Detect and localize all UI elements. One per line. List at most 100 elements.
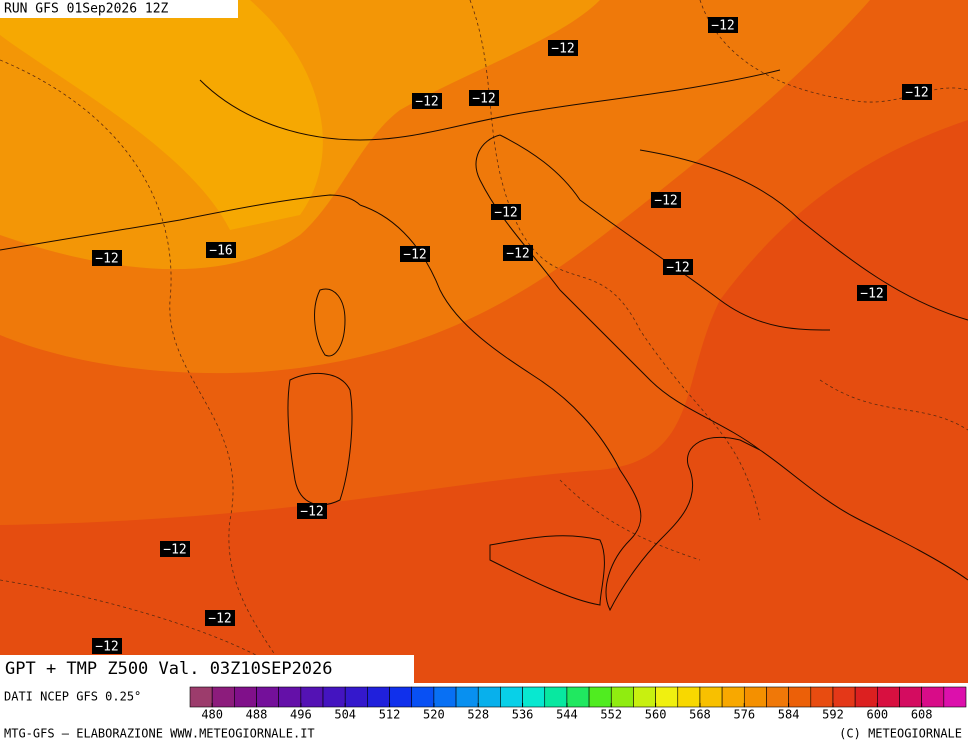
contour-label: −12 — [469, 90, 499, 107]
colorbar-tick-label: 560 — [645, 708, 667, 722]
colorbar-swatch — [854, 686, 878, 708]
label-text: −12 — [403, 248, 426, 263]
contour-label: −12 — [651, 192, 681, 209]
colorbar-swatch — [655, 686, 679, 708]
colorbar-swatch — [234, 686, 257, 708]
run-text: RUN GFS 01Sep2026 12Z — [4, 2, 169, 17]
colorbar-tick-label: 584 — [778, 708, 800, 722]
footer-left: MTG-GFS — ELABORAZIONE WWW.METEOGIORNALE… — [4, 727, 315, 741]
label-text: −12 — [666, 261, 689, 276]
contour-label: −12 — [663, 259, 693, 276]
colorbar-tick-label: 528 — [467, 708, 489, 722]
contour-label: −12 — [491, 204, 521, 221]
label-box — [297, 503, 327, 519]
colorbar-swatch — [921, 686, 945, 708]
label-box — [400, 246, 430, 262]
label-box — [160, 541, 190, 557]
colorbar-tick-label: 600 — [866, 708, 888, 722]
colorbar-tick-label: 576 — [733, 708, 755, 722]
colorbar-tick-label: 568 — [689, 708, 711, 722]
field-band — [0, 0, 323, 230]
colorbar-swatch — [699, 686, 723, 708]
colorbar-swatch — [544, 686, 568, 708]
contour-label: −12 — [92, 250, 122, 267]
colorbar-swatch — [455, 686, 479, 708]
label-text: −12 — [208, 612, 231, 627]
colorbar-tick-label: 496 — [290, 708, 312, 722]
source-text: DATI NCEP GFS 0.25° — [4, 690, 141, 704]
label-box — [857, 285, 887, 301]
contour-label: −12 — [857, 285, 887, 302]
colorbar-tick-label: 544 — [556, 708, 578, 722]
label-text: −12 — [163, 543, 186, 558]
colorbar-swatch — [810, 686, 834, 708]
label-box — [92, 638, 122, 654]
colorbar-swatch — [877, 686, 900, 708]
label-text: −12 — [300, 505, 323, 520]
contour-label: −12 — [205, 610, 235, 627]
contour-label: −12 — [400, 246, 430, 263]
label-box — [491, 204, 521, 220]
label-box — [663, 259, 693, 275]
label-text: −12 — [95, 640, 118, 655]
colorbar-swatch — [300, 686, 324, 708]
label-box — [205, 610, 235, 626]
label-box — [469, 90, 499, 106]
colorbar-swatch — [610, 686, 634, 708]
label-text: −12 — [905, 86, 928, 101]
label-text: −12 — [654, 194, 677, 209]
label-text: −12 — [415, 95, 438, 110]
label-box — [503, 245, 533, 261]
label-box — [92, 250, 122, 266]
colorbar-swatch — [389, 686, 413, 708]
colorbar-swatch — [766, 686, 789, 708]
colorbar-swatch — [211, 686, 235, 708]
label-text: −12 — [494, 206, 517, 221]
contour-label: −12 — [412, 93, 442, 110]
title-text: GPT + TMP Z500 Val. 03Z10SEP2026 — [5, 659, 333, 679]
contour-label: −12 — [92, 638, 122, 655]
colorbar-swatch — [522, 686, 546, 708]
colorbar-swatch — [633, 686, 656, 708]
label-box — [548, 40, 578, 56]
colorbar-swatch — [566, 686, 590, 708]
colorbar-swatch — [433, 686, 457, 708]
colorbar-tick-label: 488 — [246, 708, 268, 722]
contour-label: −16 — [206, 242, 236, 259]
title-box — [0, 655, 414, 683]
colorbar-swatch — [721, 686, 745, 708]
header-box — [0, 0, 238, 18]
colorbar-swatch — [832, 686, 856, 708]
colorbar-tick-label: 552 — [600, 708, 622, 722]
colorbar-tick-label: 608 — [911, 708, 933, 722]
label-text: −16 — [209, 244, 232, 259]
contour-label: −12 — [160, 541, 190, 558]
contour-label: −12 — [548, 40, 578, 57]
colorbar-swatch — [367, 686, 390, 708]
colorbar-swatch — [256, 686, 279, 708]
contour-label: −12 — [708, 17, 738, 34]
colorbar-swatch — [788, 686, 812, 708]
colorbar-tick-label: 592 — [822, 708, 844, 722]
contour-label: −12 — [297, 503, 327, 520]
colorbar-tick-label: 480 — [201, 708, 223, 722]
colorbar-swatch — [477, 686, 501, 708]
label-text: −12 — [711, 19, 734, 34]
colorbar-tick-label: 512 — [379, 708, 401, 722]
footer-right: (C) METEOGIORNALE — [839, 727, 962, 741]
label-text: −12 — [472, 92, 495, 107]
contour-label: −12 — [503, 245, 533, 262]
label-box — [708, 17, 738, 33]
colorbar-swatch — [278, 686, 302, 708]
colorbar-swatch — [743, 686, 767, 708]
colorbar-tick-label: 504 — [334, 708, 356, 722]
colorbar-swatch — [677, 686, 701, 708]
label-text: −12 — [95, 252, 118, 267]
label-text: −12 — [860, 287, 883, 302]
label-box — [206, 242, 236, 258]
colorbar-swatch — [943, 686, 967, 708]
contour-label: −12 — [902, 84, 932, 101]
colorbar-swatch — [500, 686, 523, 708]
colorbar-swatch — [899, 686, 922, 708]
